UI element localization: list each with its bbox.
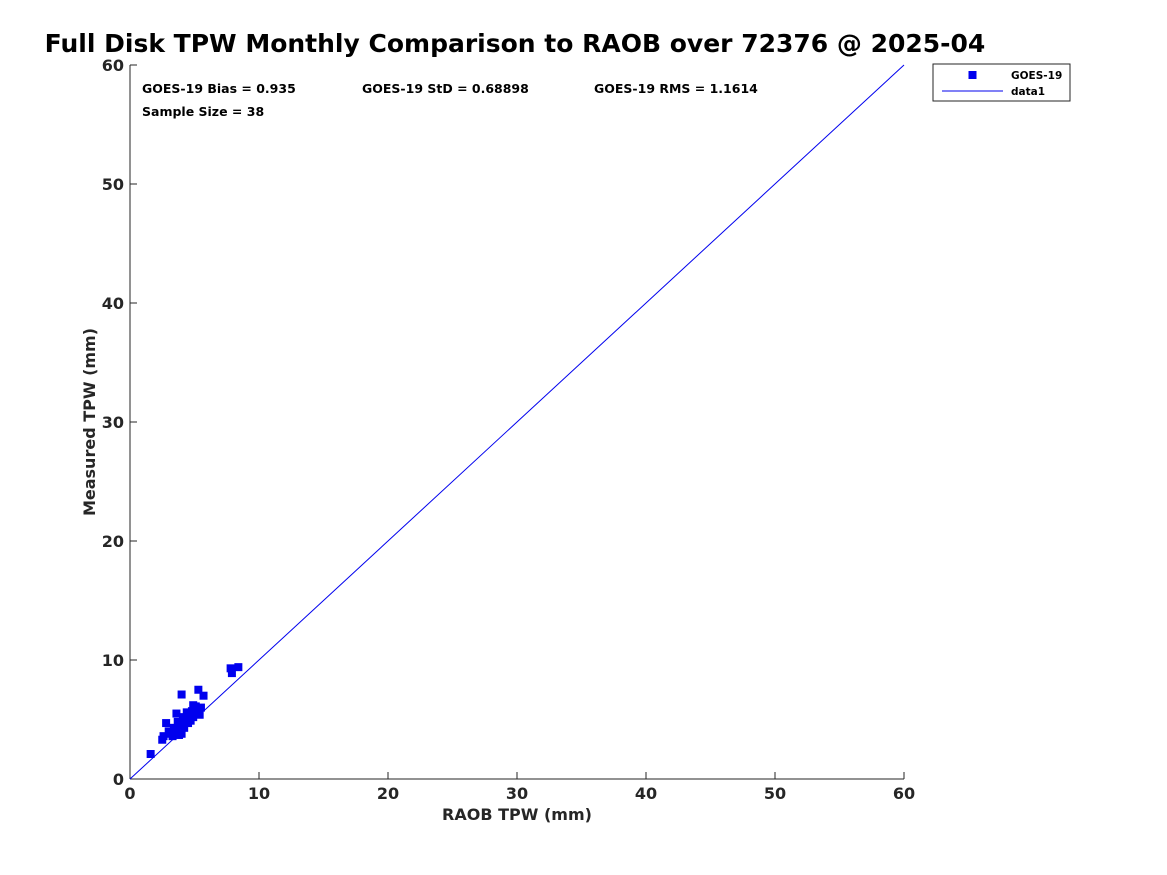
data-point (226, 664, 235, 673)
data-point (184, 715, 193, 724)
y-tick-label: 50 (102, 175, 124, 194)
y-tick-label: 0 (113, 770, 124, 789)
data-point (234, 663, 243, 672)
data-point (196, 703, 205, 712)
x-tick-label: 40 (635, 784, 657, 803)
data-point (172, 726, 181, 735)
y-axis-ticks: 0 10 20 30 40 50 60 (102, 56, 137, 789)
y-tick-label: 60 (102, 56, 124, 75)
x-axis-label: RAOB TPW (mm) (442, 805, 592, 824)
data-point (227, 669, 236, 678)
data-point (177, 729, 186, 738)
data-point (172, 709, 181, 718)
stat-bias: GOES-19 Bias = 0.935 (142, 81, 296, 96)
data-point (194, 708, 203, 717)
legend: GOES-19 data1 (932, 63, 1071, 102)
legend-box (932, 63, 1071, 102)
y-tick-label: 30 (102, 413, 124, 432)
series-points (146, 663, 243, 759)
x-axis-ticks: 0 10 20 30 40 50 60 (124, 772, 915, 803)
data-point (199, 691, 208, 700)
x-tick-label: 0 (124, 784, 135, 803)
plot-area: 0 10 20 30 40 50 60 0 10 20 30 40 50 60 (102, 56, 915, 803)
legend-label-data1: data1 (1011, 86, 1045, 98)
data-point (159, 732, 168, 741)
stat-sample-size: Sample Size = 38 (142, 104, 264, 119)
legend-label-goes19: GOES-19 (1011, 70, 1062, 82)
stat-rms: GOES-19 RMS = 1.1614 (594, 81, 758, 96)
y-tick-label: 40 (102, 294, 124, 313)
x-tick-label: 60 (893, 784, 915, 803)
data-point (194, 685, 203, 694)
series-line-data1 (129, 64, 905, 780)
x-tick-label: 50 (764, 784, 786, 803)
data-point (146, 750, 155, 759)
y-tick-label: 20 (102, 532, 124, 551)
x-tick-label: 20 (377, 784, 399, 803)
stat-std: GOES-19 StD = 0.68898 (362, 81, 529, 96)
series-lines (129, 64, 905, 780)
data-point (177, 690, 186, 699)
chart-title: Full Disk TPW Monthly Comparison to RAOB… (45, 29, 986, 58)
x-tick-label: 30 (506, 784, 528, 803)
y-tick-label: 10 (102, 651, 124, 670)
legend-marker-goes19 (968, 71, 977, 79)
y-axis-label: Measured TPW (mm) (80, 328, 99, 516)
data-point (180, 723, 189, 732)
x-tick-label: 10 (248, 784, 270, 803)
data-point (162, 719, 171, 728)
